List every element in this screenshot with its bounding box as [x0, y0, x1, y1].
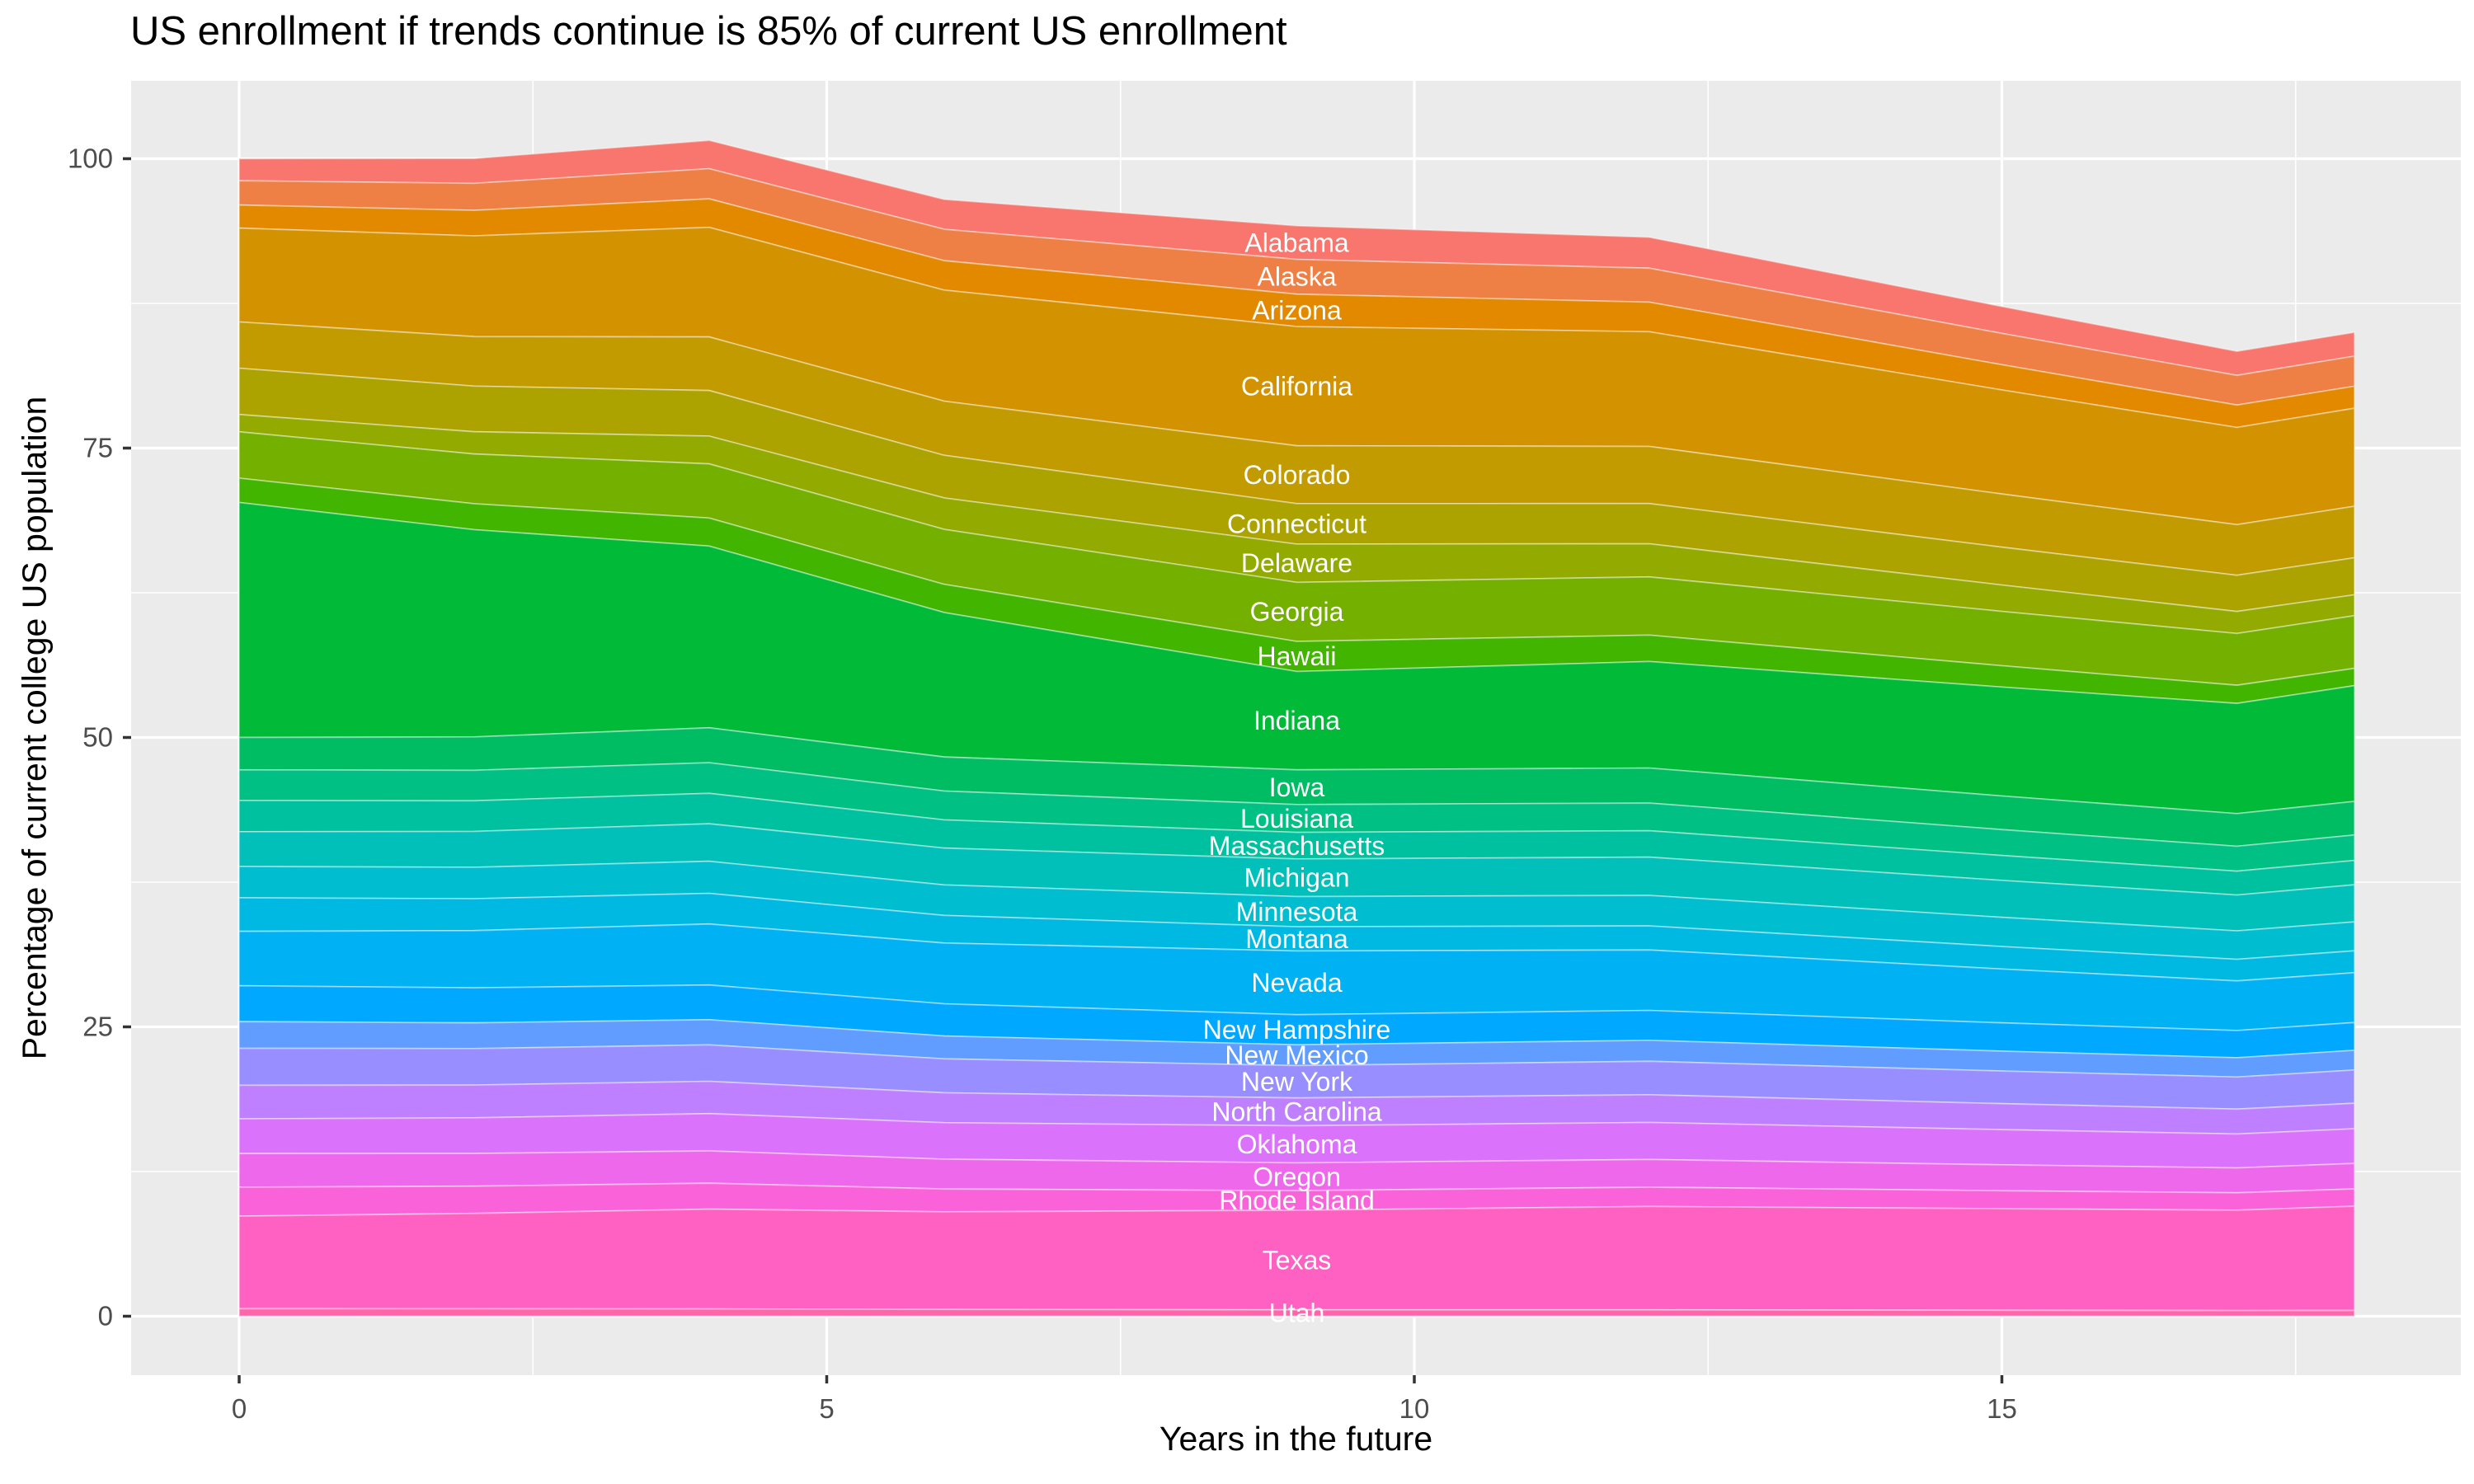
chart-title: US enrollment if trends continue is 85% …	[130, 9, 1287, 54]
state-label: Rhode Island	[1219, 1186, 1375, 1215]
state-label: Georgia	[1250, 597, 1344, 627]
state-label: Oklahoma	[1237, 1129, 1357, 1159]
x-tick-label: 15	[1987, 1393, 2017, 1424]
state-label: California	[1241, 371, 1352, 401]
state-label: North Carolina	[1211, 1097, 1382, 1127]
state-label: Alabama	[1244, 228, 1349, 257]
x-tick-label: 5	[819, 1393, 834, 1424]
x-tick-label: 10	[1399, 1393, 1430, 1424]
state-label: Iowa	[1269, 773, 1325, 802]
y-tick-label: 100	[68, 143, 113, 174]
y-tick-label: 25	[82, 1012, 113, 1042]
state-label: Montana	[1245, 924, 1348, 954]
state-label: New York	[1241, 1067, 1353, 1097]
state-label: Utah	[1269, 1298, 1325, 1328]
y-tick-label: 75	[82, 433, 113, 463]
state-label: Massachusetts	[1209, 831, 1385, 861]
state-label: Nevada	[1251, 968, 1343, 998]
state-label: Michigan	[1244, 863, 1349, 893]
state-label: Colorado	[1244, 460, 1351, 490]
y-tick-label: 50	[82, 722, 113, 753]
state-label: Minnesota	[1236, 897, 1358, 927]
y-tick-label: 0	[98, 1301, 113, 1331]
state-label: New Hampshire	[1203, 1015, 1391, 1045]
state-label: Alaska	[1257, 262, 1336, 292]
state-label: Hawaii	[1257, 641, 1336, 671]
state-label: Texas	[1263, 1245, 1332, 1275]
state-label: Oregon	[1253, 1162, 1341, 1191]
area-band-utah	[238, 1308, 2355, 1317]
x-tick-label: 0	[232, 1393, 247, 1424]
state-label: New Mexico	[1225, 1040, 1368, 1070]
x-axis-title: Years in the future	[1159, 1420, 1433, 1458]
state-label: Connecticut	[1227, 509, 1366, 538]
state-label: Delaware	[1241, 548, 1352, 578]
state-label: Louisiana	[1240, 804, 1353, 834]
state-label: Indiana	[1253, 706, 1340, 735]
state-label: Arizona	[1252, 295, 1342, 325]
y-axis-title: Percentage of current college US populat…	[15, 396, 54, 1060]
